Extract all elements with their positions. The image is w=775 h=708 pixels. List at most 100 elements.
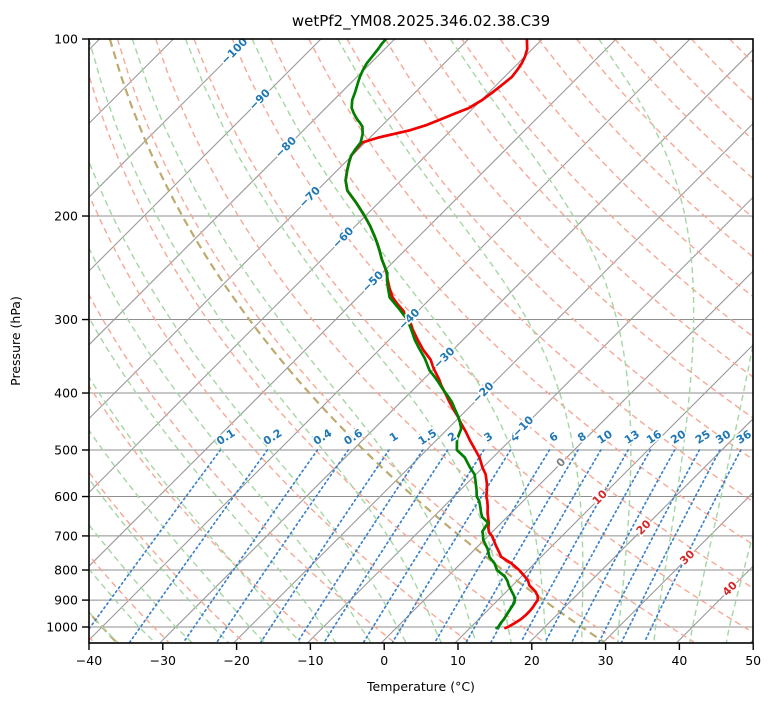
moist-adiabat-line — [689, 341, 753, 643]
moist-adiabat-line — [89, 316, 338, 643]
x-tick-label: 50 — [745, 653, 761, 668]
mixing-ratio-line — [129, 449, 269, 643]
y-tick-label: 700 — [54, 528, 78, 543]
dry-adiabat-line — [499, 39, 753, 298]
y-tick-label: 300 — [54, 312, 78, 327]
y-tick-label: 600 — [54, 489, 78, 504]
plot-frame — [88, 38, 754, 644]
dry-adiabat-line — [89, 554, 169, 643]
mixing-ratio-label: 1.5 — [416, 426, 439, 448]
mixing-ratio-line — [571, 449, 676, 643]
mixing-ratio-line — [643, 449, 742, 643]
isotherm-line — [528, 418, 753, 643]
mixing-ratio-label: 13 — [622, 428, 642, 447]
y-axis-label: Pressure (hPa) — [8, 296, 23, 386]
mixing-ratio-line — [544, 449, 652, 643]
dry-adiabat-line — [768, 39, 775, 642]
moist-adiabat-line — [89, 39, 443, 643]
mixing-ratio-label: 10 — [595, 427, 615, 446]
dry-adiabat-line — [461, 39, 753, 338]
y-tick-label: 100 — [54, 32, 78, 47]
y-tick-label: 900 — [54, 593, 78, 608]
moist-adiabat-line — [598, 39, 695, 643]
y-tick-label: 400 — [54, 386, 78, 401]
mixing-ratio-label: 1 — [387, 430, 401, 445]
moist-adiabat-line — [89, 159, 408, 643]
chart-lines — [89, 39, 775, 643]
mixing-ratio-line — [520, 449, 630, 643]
x-tick-label: −30 — [150, 653, 176, 668]
isotherm-line — [380, 270, 753, 643]
isotherm-line — [307, 196, 753, 643]
dry-adiabat-line — [269, 39, 753, 546]
mixing-ratio-label: 6 — [547, 429, 561, 444]
dry-adiabat-line — [89, 384, 320, 643]
mixing-ratio-line — [296, 449, 424, 643]
mixing-ratio-line — [216, 449, 350, 643]
isotherm-line — [454, 344, 753, 643]
mixing-ratio-line — [363, 449, 485, 643]
mixing-ratio-label: 16 — [644, 427, 664, 446]
moist-adiabat-line — [449, 39, 632, 643]
x-tick-label: −40 — [76, 653, 102, 668]
isotherm-line — [749, 639, 753, 643]
moist-adiabat-line — [725, 532, 753, 643]
mixing-ratio-label: 36 — [734, 427, 754, 446]
isotherm-line — [89, 39, 396, 346]
isotherm-line — [602, 491, 753, 643]
isotherm-line — [89, 39, 322, 272]
dry-adiabat-line — [155, 39, 695, 643]
dry-adiabat-line — [575, 39, 753, 219]
mixing-ratio-label: 0.1 — [214, 426, 237, 448]
y-tick-label: 500 — [54, 442, 78, 457]
moist-adiabat-line — [184, 39, 513, 643]
x-tick-label: 0 — [380, 653, 388, 668]
mixing-ratio-line — [391, 449, 512, 643]
dry-adiabat-line — [89, 471, 245, 643]
x-tick-label: −20 — [223, 653, 249, 668]
mixing-ratio-label: 25 — [693, 428, 713, 447]
dry-adiabat-line — [231, 39, 753, 589]
x-tick-label: 40 — [671, 653, 687, 668]
x-tick-label: −10 — [297, 653, 323, 668]
x-tick-label: 20 — [524, 653, 540, 668]
dry-adiabat-line — [193, 39, 753, 634]
x-axis-label: Temperature (°C) — [366, 679, 475, 694]
mixing-ratio-line — [182, 449, 319, 643]
mixing-ratio-line — [260, 449, 390, 643]
moist-adiabat-line — [337, 39, 584, 643]
chart-inline-labels: 0.1 0.2 0.4 0.6 1 1.5 2 3 4 6 8 10 13 16 20 25 30 36−100−… — [213, 33, 756, 600]
dry-adiabat-line — [116, 39, 620, 643]
moist-adiabat-line — [89, 477, 230, 643]
dry-adiabat-line — [89, 73, 545, 643]
chart-title: wetPf2_YM08.2025.346.02.38.C39 — [292, 12, 550, 31]
mixing-ratio-label: 0.6 — [342, 426, 366, 448]
dry-adiabat-line — [384, 39, 753, 419]
y-tick-label: 200 — [54, 209, 78, 224]
dry-adiabat-line — [308, 39, 753, 503]
isotherm-line — [89, 39, 543, 494]
mixing-ratio-line — [323, 449, 449, 643]
mixing-ratio-line — [89, 449, 222, 631]
x-tick-label: 10 — [450, 653, 466, 668]
dry-adiabat-line — [89, 192, 470, 643]
dry-adiabat-line — [652, 39, 753, 141]
dry-adiabat-line — [422, 39, 753, 378]
isotherm-line — [89, 39, 248, 198]
moist-adiabat-line — [89, 429, 266, 643]
moist-adiabat-line — [89, 567, 157, 643]
y-tick-label: 1000 — [46, 620, 78, 635]
isotherm-line — [233, 122, 753, 643]
isotherm-line — [89, 39, 617, 567]
mixing-ratio-line — [620, 449, 721, 643]
moist-adiabat-line — [251, 39, 548, 643]
isotherm-line — [159, 49, 753, 643]
mixing-ratio-label: 0.4 — [311, 426, 335, 448]
mixing-ratio-line — [598, 449, 701, 643]
temperature-profile-line — [344, 39, 540, 630]
mixing-ratio-label: 3 — [482, 430, 496, 445]
dewpoint-profile-line — [344, 39, 517, 630]
